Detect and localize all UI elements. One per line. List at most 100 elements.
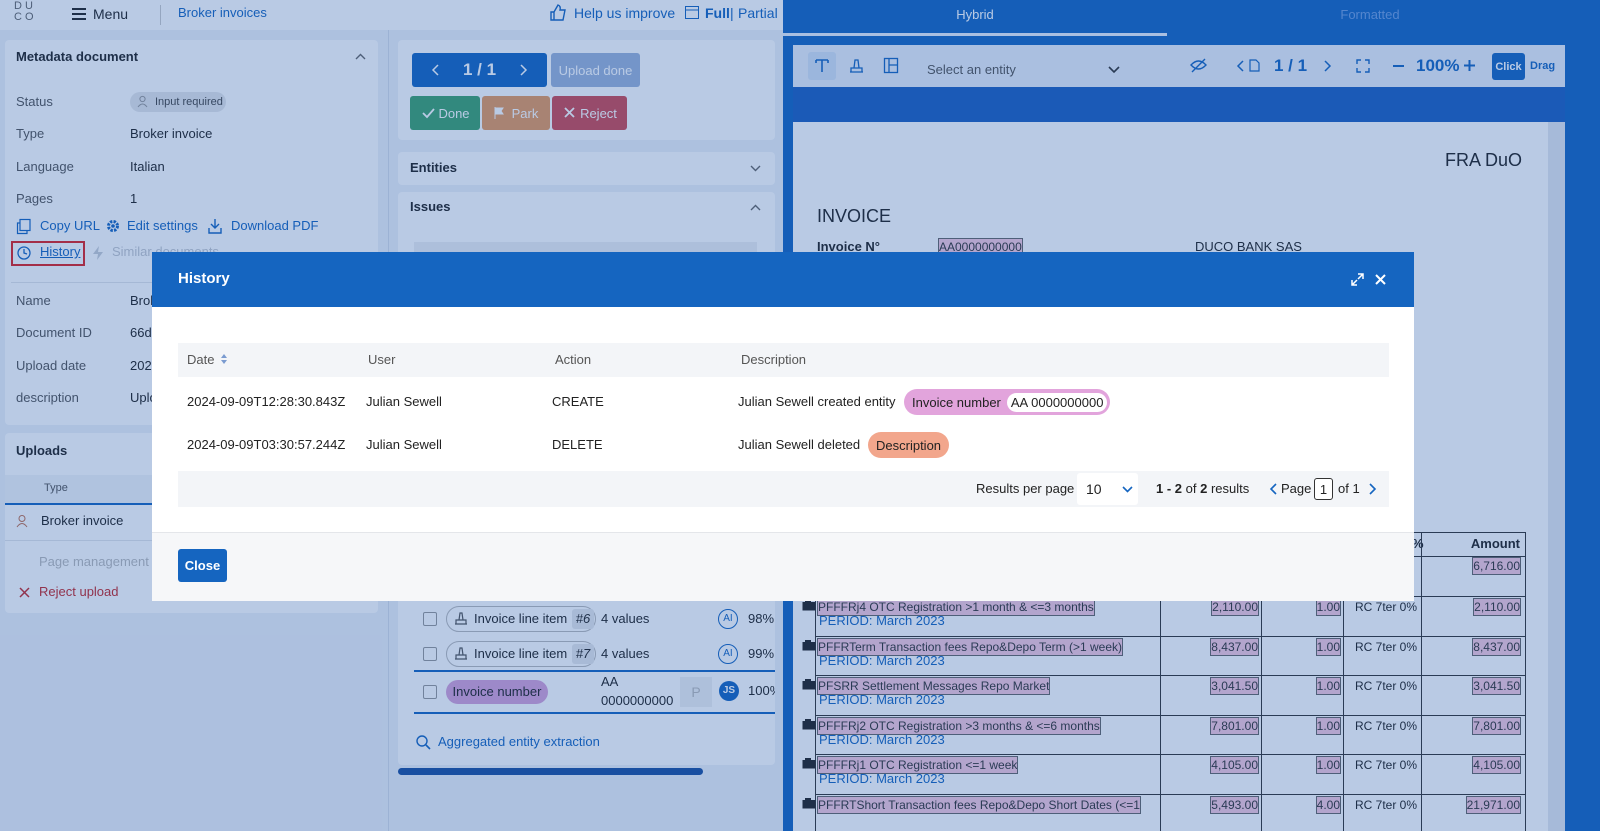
page-input[interactable]: 1	[1314, 478, 1333, 500]
breadcrumb[interactable]: Broker invoices	[178, 5, 267, 20]
column-header: User	[368, 352, 396, 367]
rpp-select[interactable]	[1077, 473, 1138, 505]
chevron-left[interactable]	[1236, 60, 1244, 72]
viewer-pager: 1 / 1	[1274, 56, 1308, 75]
confidence: 98%	[748, 611, 775, 626]
check-icon	[422, 108, 435, 119]
line-qty[interactable]: 1.00	[1315, 637, 1342, 656]
entity-select[interactable]: Select an entity	[927, 62, 1016, 77]
view-full[interactable]: Full	[705, 5, 730, 21]
tab[interactable]: Formatted	[1340, 7, 1400, 22]
click-mode[interactable]: Click	[1492, 53, 1525, 80]
park-button[interactable]: Park	[482, 96, 550, 130]
action-link[interactable]: Copy URL	[40, 218, 100, 233]
chevron-right[interactable]	[520, 64, 528, 76]
history-action: CREATE	[552, 394, 604, 409]
line-qty[interactable]: 1.00	[1315, 716, 1342, 735]
line-description[interactable]: PFFFRj4 OTC Registration >1 month & <=3 …	[817, 598, 1095, 616]
prev-page[interactable]	[1269, 483, 1277, 495]
line-price[interactable]: 3,041.50	[1210, 677, 1259, 695]
entity-pill[interactable]	[446, 606, 596, 632]
line-amount[interactable]: 8,437.00	[1472, 637, 1521, 656]
done-button[interactable]: Done	[410, 96, 480, 130]
button-text: Close	[184, 558, 221, 573]
line-price[interactable]: 5,493.00	[1210, 795, 1259, 814]
modal-footer	[152, 532, 1414, 601]
help-link[interactable]: Help us improve	[574, 5, 676, 21]
close-icon[interactable]	[1375, 274, 1386, 285]
entity-pill[interactable]	[446, 640, 596, 667]
scrollbar[interactable]	[398, 768, 703, 775]
invoice-number[interactable]: AA0000000000	[938, 238, 1023, 256]
line-period: PERIOD: March 2023	[819, 692, 945, 707]
sort-icon[interactable]	[221, 354, 227, 364]
line-amount[interactable]: 21,971.00	[1465, 795, 1522, 814]
fullscreen-icon[interactable]	[1356, 59, 1370, 73]
chevron-left[interactable]	[431, 64, 439, 76]
highlight-box	[11, 241, 85, 266]
view-partial[interactable]: Partial	[738, 5, 778, 21]
tag-name: Description	[876, 437, 942, 453]
line-price[interactable]: 8,437.00	[1210, 637, 1259, 656]
next-page[interactable]	[1369, 483, 1377, 495]
person-icon	[16, 515, 28, 528]
chevron-down	[1108, 66, 1120, 74]
upload-row[interactable]: Broker invoice	[41, 513, 124, 528]
line-description[interactable]: PFFRTShort Transaction fees Repo&Depo Sh…	[817, 795, 1141, 814]
action-icon	[208, 219, 222, 234]
line-price[interactable]: 7,801.00	[1210, 716, 1259, 735]
layout-icon	[685, 6, 699, 19]
column-header[interactable]: Date	[187, 352, 215, 367]
reject-upload[interactable]: Reject upload	[39, 584, 119, 599]
expand-icon[interactable]	[1351, 273, 1364, 286]
history-link[interactable]: History	[40, 244, 81, 259]
history-description: Julian Sewell created entity	[738, 394, 896, 409]
checkbox[interactable]	[423, 646, 437, 661]
field-label: Language	[16, 158, 74, 174]
line-description[interactable]: PFFFRj2 OTC Registration >3 months & <=6…	[817, 716, 1101, 735]
pager-button[interactable]: 1 / 1	[412, 53, 547, 87]
line-amount[interactable]: 7,801.00	[1472, 716, 1521, 735]
line-qty[interactable]: 1.00	[1315, 677, 1342, 695]
line-period: PERIOD: March 2023	[819, 613, 945, 628]
page-label: Page	[1281, 481, 1312, 496]
line-amount[interactable]: 2,110.00	[1473, 598, 1521, 616]
line-description[interactable]: PFFFRj1 OTC Registration <=1 week	[816, 756, 1019, 774]
chevron-down[interactable]	[750, 165, 761, 172]
reject-button[interactable]: Reject	[552, 96, 627, 130]
line-price[interactable]: 2,110.00	[1211, 598, 1259, 616]
aggregated-link[interactable]: Aggregated entity extraction	[438, 734, 600, 749]
menu[interactable]: Menu	[93, 6, 129, 22]
line-amount[interactable]: 4,105.00	[1472, 756, 1521, 774]
hide-icon[interactable]	[1190, 58, 1207, 73]
line-description[interactable]: PFSRR Settlement Messages Repo Market	[816, 677, 1051, 695]
view-separator: |	[730, 5, 734, 21]
entity-pill[interactable]: Invoice number	[446, 680, 548, 704]
close-button[interactable]: Close	[178, 549, 227, 582]
chevron-down	[1122, 486, 1133, 493]
entities-card[interactable]	[398, 152, 775, 185]
amount[interactable]: 6,716.00	[1472, 557, 1521, 575]
checkbox[interactable]	[423, 685, 437, 699]
action-link[interactable]: Edit settings	[127, 218, 198, 233]
zoom-in[interactable]	[1464, 60, 1475, 71]
line-amount[interactable]: 3,041.50	[1472, 677, 1521, 695]
tab[interactable]: Hybrid	[956, 7, 994, 22]
chevron-up[interactable]	[750, 204, 761, 211]
entity-index: #6	[572, 609, 594, 629]
action-link[interactable]: Download PDF	[231, 218, 319, 233]
line-description[interactable]: PFFRTerm Transaction fees Repo&Depo Term…	[816, 637, 1124, 656]
doc-scrollbar	[1548, 122, 1565, 831]
line-price[interactable]: 4,105.00	[1210, 756, 1259, 774]
result-range: 1 - 2 of 2 results	[1156, 481, 1249, 497]
logo[interactable]: DU CO	[14, 1, 37, 23]
line-qty[interactable]: 1.00	[1315, 756, 1342, 774]
field-value: 202	[130, 357, 152, 373]
drag-mode[interactable]: Drag	[1530, 60, 1556, 72]
chevron-right[interactable]	[1324, 60, 1332, 72]
chevron-up[interactable]	[355, 53, 366, 60]
line-qty[interactable]: 1.00	[1315, 598, 1342, 616]
checkbox[interactable]	[423, 612, 437, 626]
line-qty[interactable]: 4.00	[1315, 795, 1342, 814]
zoom-out[interactable]	[1393, 65, 1404, 67]
